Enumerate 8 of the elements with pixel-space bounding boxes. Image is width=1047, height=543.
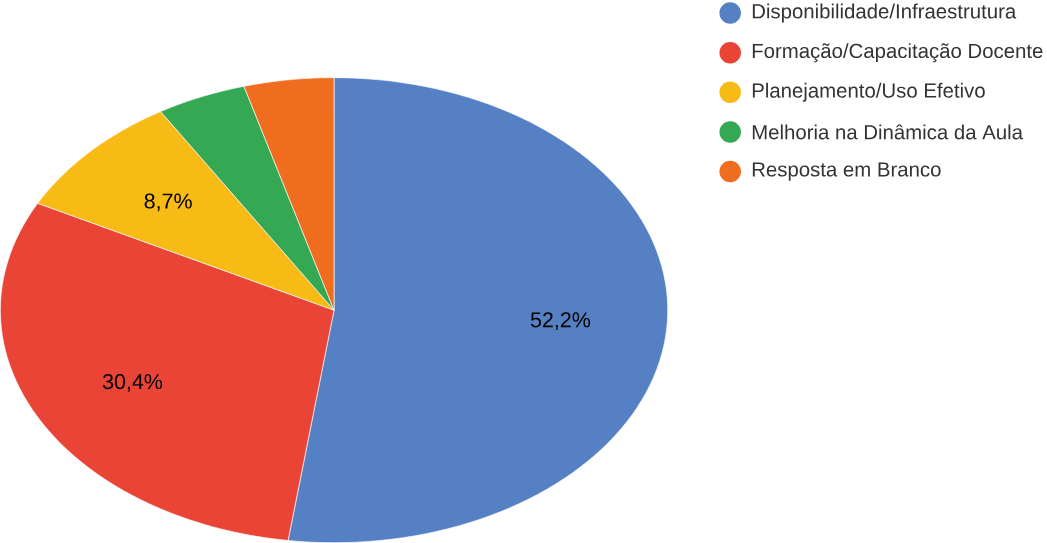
data-label: 8,7% [144, 193, 192, 212]
data-label: 30,4% [102, 373, 163, 392]
legend-label: Melhoria na Dinâmica da Aula [752, 124, 1023, 140]
legend-label: Planejamento/Uso Efetivo [752, 82, 985, 102]
legend-label: Disponibilidade/Infraestrutura [752, 3, 1017, 23]
data-label: 52,2% [530, 312, 591, 330]
legend-label: Formação/Capacitação Docente [752, 43, 1043, 63]
legend-label: Resposta em Branco [752, 162, 941, 181]
